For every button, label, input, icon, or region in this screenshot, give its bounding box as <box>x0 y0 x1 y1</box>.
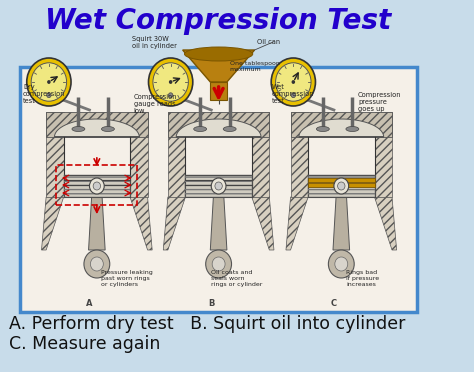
Bar <box>64 175 130 197</box>
Polygon shape <box>55 119 139 137</box>
Circle shape <box>84 250 110 278</box>
Circle shape <box>31 63 67 101</box>
Circle shape <box>271 58 316 106</box>
Circle shape <box>292 80 295 84</box>
Polygon shape <box>89 186 105 250</box>
Ellipse shape <box>346 126 359 131</box>
Polygon shape <box>299 119 384 137</box>
Text: One tablespoon
maximum: One tablespoon maximum <box>230 61 280 72</box>
Bar <box>374 112 392 197</box>
Ellipse shape <box>72 126 85 131</box>
Bar <box>185 175 252 197</box>
Bar <box>308 183 374 187</box>
Polygon shape <box>182 50 255 82</box>
Bar <box>46 112 147 137</box>
Circle shape <box>90 178 104 194</box>
Polygon shape <box>333 186 350 250</box>
Bar <box>46 112 64 197</box>
Circle shape <box>148 58 193 106</box>
Circle shape <box>206 250 231 278</box>
Circle shape <box>27 58 71 106</box>
Bar <box>64 175 130 197</box>
Circle shape <box>47 80 51 84</box>
Bar <box>308 178 374 182</box>
Polygon shape <box>42 197 64 250</box>
Polygon shape <box>286 197 308 250</box>
Bar <box>56 165 137 205</box>
Circle shape <box>168 93 173 97</box>
Text: Wet Compression Test: Wet Compression Test <box>46 7 392 35</box>
Circle shape <box>93 182 100 190</box>
Circle shape <box>334 178 349 194</box>
Polygon shape <box>252 197 274 250</box>
Bar <box>308 175 374 197</box>
Circle shape <box>275 63 311 101</box>
Circle shape <box>46 93 51 97</box>
Ellipse shape <box>184 47 253 61</box>
Text: A: A <box>86 299 93 308</box>
Text: Compression
gauge reads
low: Compression gauge reads low <box>134 94 177 114</box>
Bar <box>291 112 392 137</box>
Ellipse shape <box>101 126 114 131</box>
Circle shape <box>328 250 354 278</box>
Circle shape <box>212 257 225 271</box>
Circle shape <box>153 63 188 101</box>
Bar <box>168 112 269 137</box>
Text: C: C <box>331 299 337 308</box>
Polygon shape <box>210 186 227 250</box>
Text: Dry
compression
test: Dry compression test <box>23 84 65 104</box>
Circle shape <box>211 178 226 194</box>
Bar <box>185 175 252 197</box>
Text: Compression
pressure
goes up: Compression pressure goes up <box>358 92 401 112</box>
Text: Oil can: Oil can <box>257 39 281 45</box>
Text: C. Measure again: C. Measure again <box>9 335 161 353</box>
Polygon shape <box>374 197 397 250</box>
Ellipse shape <box>223 126 236 131</box>
Bar <box>168 112 185 197</box>
Circle shape <box>337 182 345 190</box>
Bar <box>210 82 227 100</box>
Bar <box>130 112 147 197</box>
Text: A. Perform dry test   B. Squirt oil into cylinder: A. Perform dry test B. Squirt oil into c… <box>9 315 406 333</box>
Text: Pressure leaking
past worn rings
or cylinders: Pressure leaking past worn rings or cyli… <box>101 270 153 286</box>
Text: Squirt 30W
oil in cylinder: Squirt 30W oil in cylinder <box>132 35 177 48</box>
Text: Rings bad
if pressure
increases: Rings bad if pressure increases <box>346 270 379 286</box>
Circle shape <box>169 80 173 84</box>
Circle shape <box>335 257 348 271</box>
Text: B: B <box>208 299 214 308</box>
Polygon shape <box>130 197 152 250</box>
Circle shape <box>291 93 296 97</box>
Bar <box>291 112 308 197</box>
Polygon shape <box>176 119 261 137</box>
Circle shape <box>215 182 222 190</box>
Bar <box>308 175 374 197</box>
Polygon shape <box>163 197 185 250</box>
Text: Oil coats and
seals worn
rings or cylinder: Oil coats and seals worn rings or cylind… <box>211 270 263 286</box>
Circle shape <box>91 257 103 271</box>
Ellipse shape <box>316 126 329 131</box>
Ellipse shape <box>194 126 207 131</box>
FancyBboxPatch shape <box>20 67 417 312</box>
Bar <box>252 112 269 197</box>
Text: Wet
compression
test: Wet compression test <box>272 84 315 104</box>
